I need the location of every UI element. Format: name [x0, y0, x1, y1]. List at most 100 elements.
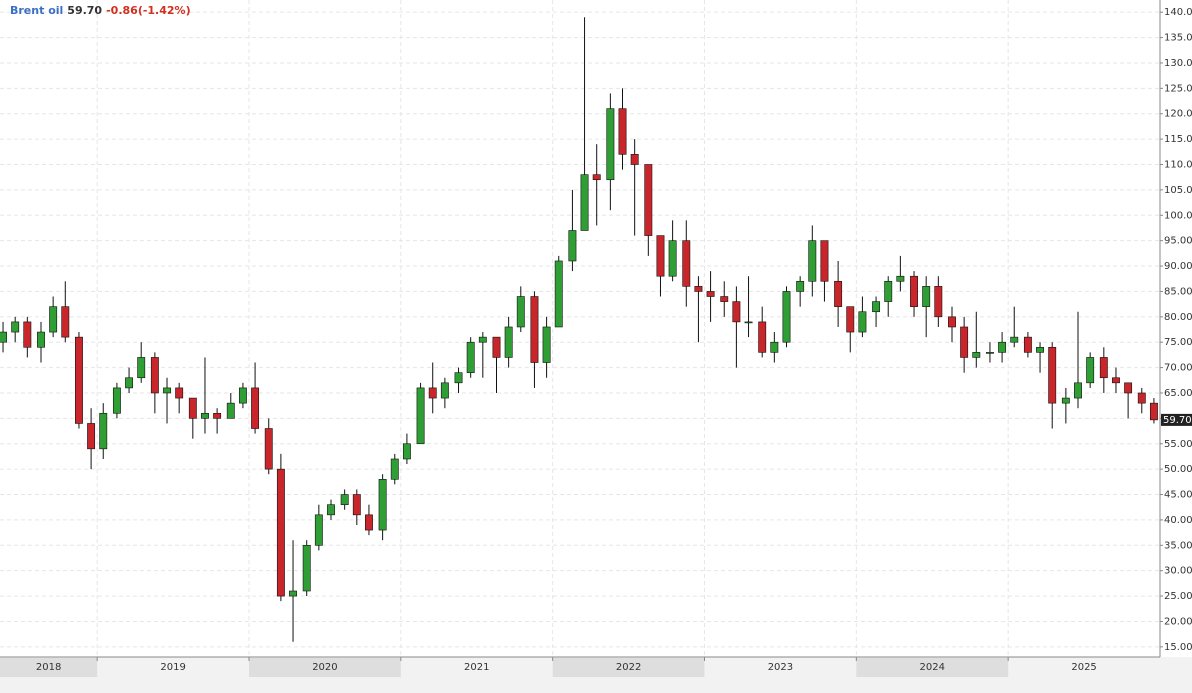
candle-body	[796, 280, 805, 292]
candle-body	[758, 321, 767, 353]
candle-body	[986, 352, 994, 354]
candle-body	[492, 336, 501, 358]
candle-body	[694, 286, 703, 292]
candle-body	[1086, 357, 1095, 384]
x-tick-label: 2019	[160, 662, 185, 673]
candle-body	[630, 154, 639, 165]
candle-body	[352, 494, 361, 516]
candle-body	[858, 311, 867, 333]
candle-body	[1137, 392, 1146, 404]
candle-body	[314, 514, 323, 546]
y-tick-label: 130.00	[1164, 58, 1192, 69]
candle-body	[998, 341, 1007, 353]
candle-body	[175, 387, 184, 399]
y-tick-label: 45.00	[1164, 490, 1192, 501]
candle-body	[896, 275, 905, 282]
candles	[0, 17, 1158, 642]
candle-body	[1149, 402, 1158, 421]
candle-body	[782, 291, 791, 343]
last-price-tag	[1161, 413, 1192, 426]
year-band	[249, 658, 401, 677]
y-tick-label: 125.00	[1164, 83, 1192, 94]
candle-body	[378, 478, 387, 531]
candle-body	[1023, 336, 1032, 353]
year-band	[856, 658, 1009, 677]
candle-body	[49, 306, 58, 333]
candle-body	[530, 296, 539, 363]
candle-body	[644, 164, 653, 236]
y-tick-label: 120.00	[1164, 109, 1192, 120]
last-price-label: 59.70	[1163, 415, 1192, 426]
grid	[0, 0, 1163, 677]
candle-body	[580, 174, 589, 231]
price-change-percent: (-1.42%)	[138, 4, 191, 17]
candle-body	[163, 387, 171, 394]
year-band	[0, 658, 98, 677]
y-tick-label: 90.00	[1164, 261, 1192, 272]
candle-body	[1074, 382, 1082, 399]
y-tick-label: 55.00	[1164, 439, 1192, 450]
candle-body	[75, 336, 83, 424]
year-band	[552, 658, 705, 677]
candle-body	[960, 326, 969, 358]
candle-body	[390, 458, 399, 480]
y-tick-label: 50.00	[1164, 464, 1192, 475]
candle-body	[834, 280, 843, 307]
candle-body	[972, 352, 981, 358]
x-tick-label: 2024	[920, 662, 945, 673]
candle-body	[61, 306, 70, 338]
candle-body	[37, 331, 45, 348]
candle-body	[87, 423, 96, 450]
candle-body	[428, 387, 437, 399]
candle-body	[516, 296, 525, 328]
candle-body	[365, 514, 373, 531]
candle-body	[554, 260, 563, 328]
x-tick-label: 2023	[768, 662, 793, 673]
candle-body	[606, 108, 615, 181]
y-tick-label: 15.00	[1164, 642, 1192, 653]
candle-body	[251, 387, 260, 429]
y-tick-label: 35.00	[1164, 540, 1192, 551]
y-tick-label: 20.00	[1164, 616, 1192, 627]
candle-body	[910, 275, 918, 307]
candle-body	[478, 336, 487, 343]
candle-body	[289, 590, 297, 597]
candle-body	[112, 387, 121, 414]
y-tick-label: 40.00	[1164, 515, 1192, 526]
candle-body	[948, 316, 956, 328]
y-tick-label: 75.00	[1164, 337, 1192, 348]
candle-body	[1036, 346, 1044, 353]
candle-body	[770, 341, 779, 353]
candle-body	[656, 235, 665, 277]
candle-body	[884, 280, 893, 302]
candle-body	[872, 301, 881, 313]
candle-body	[11, 321, 20, 333]
x-tick-label: 2022	[616, 662, 641, 673]
candle-body	[846, 306, 855, 333]
candle-body	[137, 357, 146, 379]
y-tick-label: 70.00	[1164, 363, 1192, 374]
candle-body	[440, 382, 449, 399]
candle-body	[682, 240, 691, 287]
y-tick-label: 140.00	[1164, 7, 1192, 18]
candle-body	[454, 372, 463, 384]
candle-body	[23, 321, 32, 348]
last-price: 59.70	[67, 4, 102, 17]
candle-body	[720, 296, 729, 302]
candle-body	[618, 108, 627, 155]
y-tick-label: 110.00	[1164, 160, 1192, 171]
candle-body	[238, 387, 247, 404]
y-tick-label: 30.00	[1164, 566, 1192, 577]
candle-body	[1124, 382, 1133, 394]
y-tick-label: 65.00	[1164, 388, 1192, 399]
candle-body	[402, 443, 411, 460]
candle-body	[150, 357, 159, 394]
candle-body	[302, 544, 311, 592]
y-tick-label: 95.00	[1164, 236, 1192, 247]
y-tick-label: 115.00	[1164, 134, 1192, 145]
candle-body	[1099, 357, 1108, 379]
candle-body	[1048, 346, 1057, 404]
y-tick-label: 80.00	[1164, 312, 1192, 323]
